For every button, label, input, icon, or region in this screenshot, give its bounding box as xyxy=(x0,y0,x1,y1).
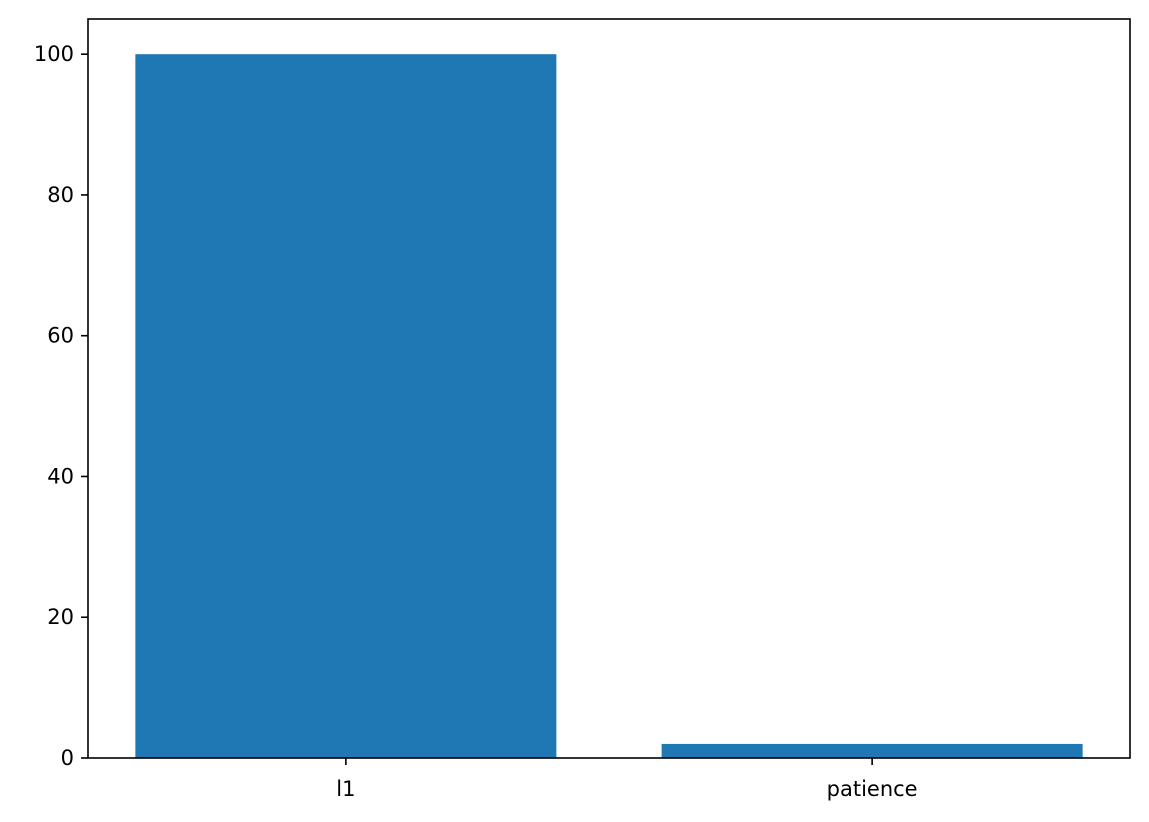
y-axis-ticks: 0 20 40 60 80 100 xyxy=(34,42,88,770)
y-tick-label: 100 xyxy=(34,42,74,66)
x-axis-ticks: l1 patience xyxy=(336,758,918,801)
y-tick-label: 80 xyxy=(47,183,74,207)
bar-l1 xyxy=(135,54,557,758)
bars-layer xyxy=(135,54,1083,758)
y-tick-label: 0 xyxy=(61,746,74,770)
y-tick-label: 60 xyxy=(47,324,74,348)
plot-frame xyxy=(87,18,1131,759)
x-tick-label: l1 xyxy=(336,777,355,801)
bar-patience xyxy=(661,743,1083,758)
y-tick-label: 40 xyxy=(47,464,74,488)
x-tick-label: patience xyxy=(827,777,918,801)
y-tick-label: 20 xyxy=(47,605,74,629)
